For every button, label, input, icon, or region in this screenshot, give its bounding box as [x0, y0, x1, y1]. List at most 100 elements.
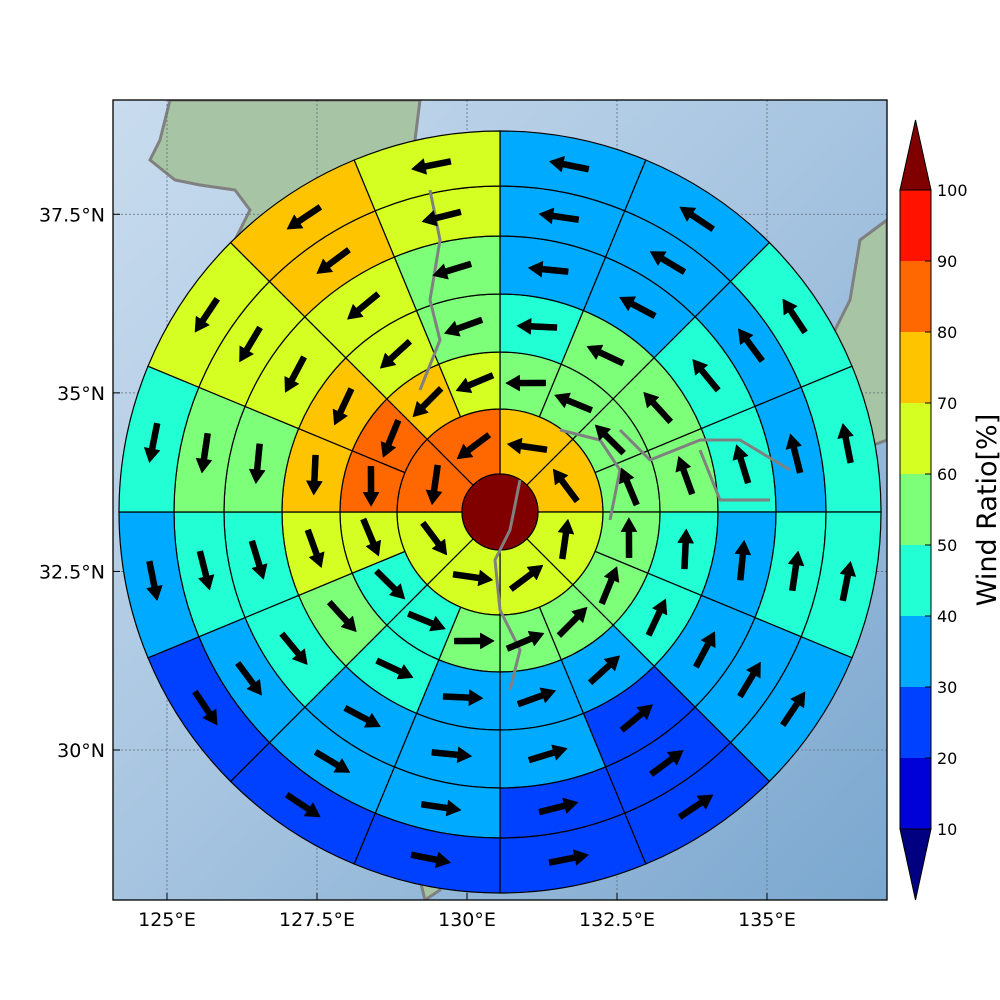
wind-arrow — [649, 251, 687, 275]
colorbar-segment — [900, 403, 931, 474]
wind-arrow — [420, 799, 462, 817]
y-axis-ticks: 37.5°N 35°N 32.5°N 30°N — [39, 204, 120, 762]
colorbar-title: Wind Ratio[%] — [972, 414, 1000, 606]
wind-arrow — [192, 689, 218, 726]
wind-arrow — [619, 296, 657, 320]
wind-arrow — [548, 849, 590, 866]
wind-arrow — [195, 432, 213, 474]
colorbar-tick-label: 50 — [937, 536, 957, 555]
wind-arrow — [505, 374, 546, 392]
wind-arrow — [692, 631, 716, 669]
wind-arrow — [432, 260, 473, 280]
colorbar-segment — [900, 190, 931, 261]
colorbar-tick-label: 70 — [937, 394, 957, 413]
y-tick-label: 32.5°N — [39, 561, 105, 583]
wind-arrow — [527, 260, 569, 278]
wind-arrow — [343, 704, 381, 728]
wind-arrow — [738, 328, 765, 363]
wind-arrow — [332, 387, 355, 426]
map-frame — [112, 99, 888, 901]
wind-arrow — [379, 338, 413, 369]
wind-arrow — [455, 372, 495, 394]
wind-arrow — [454, 632, 495, 650]
wind-arrow — [677, 528, 695, 570]
colorbar-segment — [900, 332, 931, 403]
wind-arrow — [538, 797, 579, 816]
wind-arrow — [406, 610, 446, 632]
colorbar-segment — [900, 616, 931, 687]
wind-arrow — [538, 207, 580, 225]
wind-arrow — [420, 520, 448, 556]
colorbar-tick-label: 80 — [937, 323, 957, 342]
wind-arrow — [286, 204, 323, 230]
wind-arrow — [346, 291, 381, 320]
colorbar-segment — [900, 261, 931, 332]
wind-arrow — [598, 566, 620, 606]
wind-arrow — [677, 794, 714, 820]
center-disk — [461, 473, 539, 551]
colorbar-outline — [899, 189, 932, 830]
wind-arrow — [146, 560, 163, 602]
wind-arrow — [452, 569, 494, 587]
wind-arrow — [679, 206, 716, 233]
colorbar-segment — [900, 545, 931, 616]
wind-arrow — [675, 455, 696, 496]
wind-arrow — [643, 391, 674, 425]
colorbar-tick-label: 90 — [937, 252, 957, 271]
wind-arrow — [443, 316, 484, 337]
wind-arrow — [785, 433, 804, 474]
colorbar-under-triangle — [899, 828, 932, 901]
wind-arrow — [305, 454, 323, 496]
coastline-overlay — [418, 189, 791, 691]
wind-arrow — [508, 564, 544, 592]
wind-arrow — [554, 392, 594, 414]
wind-arrow — [556, 606, 588, 638]
wind-arrow — [516, 317, 558, 335]
wind-arrow — [587, 655, 621, 686]
wind-arrow — [284, 355, 308, 393]
wind-arrow — [284, 791, 321, 818]
colorbar-tick-label: 40 — [937, 607, 957, 626]
wind-arrow — [618, 467, 640, 507]
x-tick-label: 132.5°E — [579, 909, 655, 931]
wind-arrow — [410, 851, 452, 869]
x-axis-ticks: 125°E 127.5°E 130°E 132.5°E 135°E — [138, 893, 796, 931]
wind-arrow — [313, 749, 351, 773]
wind-arrow — [442, 689, 484, 707]
wind-arrows — [143, 155, 857, 869]
x-tick-label: 135°E — [738, 909, 796, 931]
wind-arrow — [649, 750, 684, 777]
wind-arrow — [239, 325, 263, 363]
wind-arrow — [782, 298, 808, 335]
wind-arrow — [505, 630, 545, 652]
ring-sector — [353, 130, 501, 212]
wind-arrow — [143, 422, 161, 464]
wind-arrow — [304, 528, 325, 569]
wind-arrow — [431, 746, 473, 764]
x-tick-label: 130°E — [438, 909, 496, 931]
wind-arrow — [456, 432, 492, 460]
colorbar-segment — [900, 758, 931, 829]
wind-arrow — [527, 744, 568, 764]
wind-arrow — [506, 437, 548, 455]
wind-arrow — [362, 466, 380, 507]
wind-arrow — [194, 296, 221, 333]
wind-arrow — [620, 517, 638, 558]
wind-arrow — [586, 344, 625, 367]
wind-arrow — [692, 358, 721, 393]
wind-arrow — [787, 550, 805, 592]
wind-arrow — [737, 661, 761, 699]
colorbar-over-triangle — [899, 119, 932, 191]
colorbar-tick-label: 60 — [937, 465, 957, 484]
wind-arrow — [235, 661, 262, 696]
wind-arrow — [360, 517, 382, 557]
wind-arrow — [548, 155, 590, 173]
x-tick-label: 125°E — [138, 909, 196, 931]
wind-arrow — [412, 386, 444, 418]
y-tick-label: 37.5°N — [39, 204, 105, 226]
x-tick-label: 127.5°E — [279, 909, 355, 931]
wind-arrow — [316, 247, 351, 274]
wind-arrow — [557, 518, 575, 560]
colorbar: 10 20 30 40 50 60 70 80 90 100 — [899, 119, 968, 901]
